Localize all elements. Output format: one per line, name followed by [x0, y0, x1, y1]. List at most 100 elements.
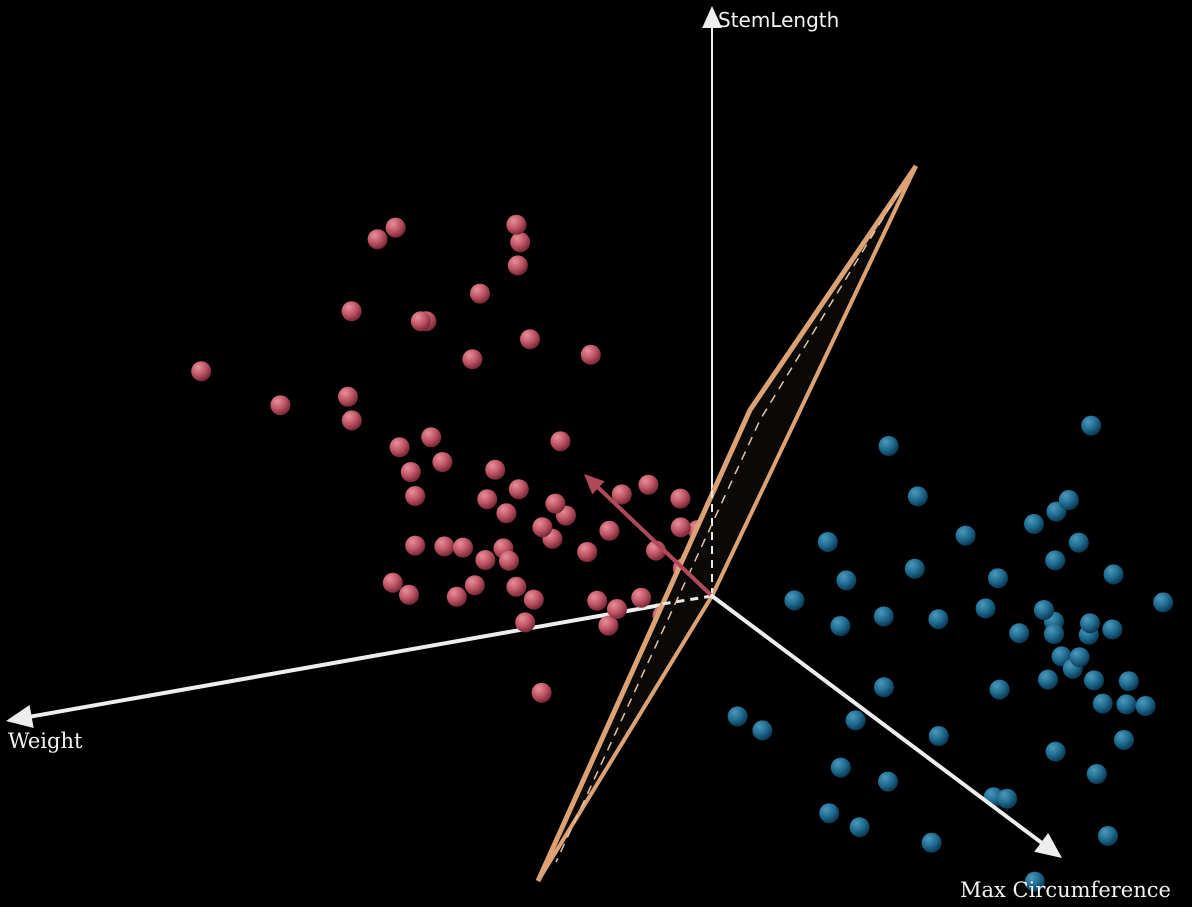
- point-class-b: [1084, 670, 1104, 691]
- point-class-b: [1045, 741, 1066, 762]
- point-class-a: [367, 229, 388, 250]
- point-class-b: [997, 788, 1018, 809]
- point-class-a: [532, 517, 553, 538]
- point-class-b: [904, 558, 925, 579]
- point-class-b: [1135, 696, 1156, 716]
- plane-inner-dash: [555, 189, 901, 863]
- point-class-a: [611, 484, 632, 505]
- point-class-b: [1045, 550, 1066, 571]
- point-class-b: [1103, 564, 1124, 585]
- point-class-b: [874, 677, 894, 698]
- point-class-b: [1068, 532, 1089, 553]
- point-class-a: [405, 486, 426, 506]
- point-class-b: [1044, 624, 1064, 644]
- point-class-a: [338, 386, 358, 407]
- point-class-b: [830, 616, 851, 636]
- point-class-a: [508, 479, 529, 500]
- point-class-a: [670, 488, 691, 509]
- point-class-a: [389, 437, 410, 458]
- point-class-a: [545, 493, 566, 514]
- point-class-b: [819, 803, 840, 824]
- axes-front-layer: [710, 594, 1062, 858]
- plane-hidden-axis-x: [655, 594, 713, 607]
- point-class-a: [270, 395, 291, 416]
- point-class-a: [432, 452, 453, 472]
- normal-vector: [584, 474, 714, 598]
- point-class-a: [410, 311, 431, 332]
- point-class-a: [520, 329, 540, 350]
- point-class-b: [1098, 826, 1118, 846]
- axis-max-circumference-line: [710, 594, 1062, 858]
- point-class-a: [638, 474, 659, 495]
- point-class-b: [1024, 871, 1045, 892]
- point-class-b: [830, 757, 851, 778]
- normal-vector-arrow: [584, 474, 714, 598]
- point-class-a: [400, 462, 421, 482]
- point-class-a: [485, 459, 506, 480]
- point-class-a: [470, 283, 490, 304]
- point-class-a: [598, 615, 619, 636]
- point-class-a: [531, 682, 552, 703]
- point-class-a: [341, 410, 362, 431]
- point-class-a: [631, 587, 652, 608]
- point-class-b: [845, 710, 866, 731]
- point-class-b: [817, 532, 838, 552]
- point-class-b: [878, 771, 898, 792]
- point-class-a: [477, 489, 498, 510]
- point-class-b: [727, 706, 748, 727]
- point-class-a: [550, 431, 571, 452]
- point-class-b: [1116, 694, 1137, 715]
- plane-face: [538, 166, 916, 881]
- point-class-a: [499, 550, 519, 571]
- point-class-a: [607, 599, 627, 619]
- point-class-a: [385, 217, 406, 238]
- point-class-b: [921, 832, 942, 853]
- point-class-b: [1009, 623, 1030, 644]
- axis-label-x: Weight: [8, 729, 83, 753]
- point-class-b: [1114, 730, 1134, 750]
- point-class-a: [421, 427, 442, 448]
- point-class-b: [1086, 764, 1107, 784]
- point-class-b: [955, 525, 976, 546]
- point-class-b: [989, 679, 1010, 700]
- point-class-b: [1081, 415, 1102, 436]
- point-class-a: [670, 517, 691, 538]
- point-class-b: [1024, 514, 1044, 534]
- point-class-b: [928, 609, 949, 630]
- axis-label-y: StemLength: [718, 8, 839, 32]
- point-class-b: [975, 598, 996, 619]
- point-class-b: [907, 486, 928, 507]
- point-class-a: [453, 537, 473, 558]
- point-class-b: [1034, 600, 1054, 620]
- point-class-b: [849, 817, 870, 838]
- point-class-a: [475, 550, 496, 570]
- point-class-a: [464, 575, 485, 596]
- point-class-a: [191, 361, 212, 382]
- point-class-b: [752, 720, 773, 741]
- point-class-a: [580, 344, 601, 365]
- point-class-b: [1069, 647, 1090, 668]
- point-class-a: [399, 584, 419, 605]
- point-class-b: [1118, 671, 1139, 692]
- point-class-b: [1153, 592, 1174, 613]
- point-class-a: [506, 576, 527, 597]
- point-class-b: [988, 568, 1008, 589]
- axis-label-z: Max Circumference: [960, 878, 1171, 902]
- point-class-b: [1038, 669, 1058, 690]
- point-class-a: [587, 590, 608, 611]
- point-class-b: [784, 590, 805, 611]
- point-class-b: [836, 570, 857, 591]
- point-class-a: [515, 612, 536, 633]
- point-class-b: [878, 436, 899, 456]
- point-class-a: [382, 572, 403, 593]
- point-class-a: [577, 542, 598, 562]
- point-class-a: [507, 255, 528, 276]
- plane-edge-front: [535, 164, 919, 883]
- point-class-a: [599, 520, 620, 541]
- class-b-points: [727, 415, 1174, 892]
- point-class-a: [446, 586, 467, 607]
- decision-plane: [535, 164, 919, 883]
- point-class-a: [405, 535, 426, 556]
- class-a-points: [191, 214, 708, 703]
